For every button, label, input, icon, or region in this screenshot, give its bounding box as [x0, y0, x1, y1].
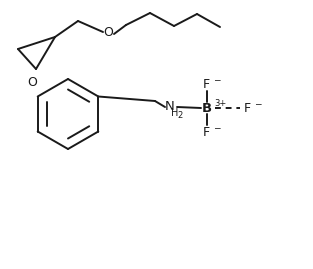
Text: F: F: [244, 101, 251, 115]
Text: H: H: [171, 108, 178, 118]
Text: B: B: [202, 101, 212, 115]
Text: 3+: 3+: [214, 100, 226, 108]
Text: F: F: [203, 126, 210, 139]
Text: O: O: [27, 76, 37, 89]
Text: −: −: [213, 76, 220, 84]
Text: O: O: [103, 27, 113, 40]
Text: −: −: [254, 100, 261, 108]
Text: F: F: [203, 77, 210, 90]
Text: N: N: [165, 101, 175, 114]
Text: 2: 2: [177, 111, 182, 119]
Text: −: −: [213, 123, 220, 133]
